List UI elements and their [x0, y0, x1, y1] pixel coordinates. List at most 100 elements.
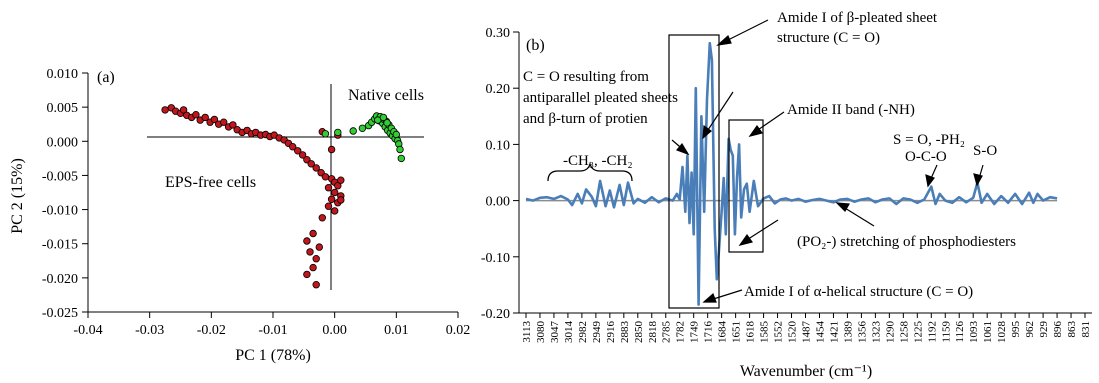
panel-a-x-tick-label: 0.01	[384, 323, 409, 338]
amide-i-box	[668, 34, 720, 309]
eps-free-point	[294, 147, 302, 155]
s-o-ph-annotation: S = O, -PH₂	[893, 132, 965, 148]
amide-ii-arrowhead	[748, 124, 764, 137]
antiparallel-annotation-line2: antiparallel pleated sheets	[523, 90, 678, 106]
panel-b-y-tick-label: 0.30	[486, 26, 511, 41]
panel-a-y-ticks: 0.010 0.005 0.000 -0.005 -0.010 -0.015 -0.020 -…	[42, 67, 88, 321]
eps-free-point	[307, 160, 315, 168]
amide-ii-box	[728, 119, 764, 253]
eps-free-point	[312, 255, 320, 263]
amide-ii-annotation: Amide II band (-NH)	[787, 102, 915, 118]
panel-b-x-tick-label: 1618	[745, 321, 757, 344]
native-point	[358, 124, 367, 132]
eps-free-point	[303, 270, 311, 279]
native-point	[383, 119, 391, 127]
panel-a-y-tick-label: -0.020	[42, 272, 78, 287]
eps-free-point	[318, 214, 326, 222]
panel-b-label: (b)	[526, 37, 545, 54]
eps-free-point	[331, 207, 339, 215]
ch-brace	[547, 161, 633, 182]
panel-a-x-ticks: -0.04 -0.03 -0.02 -0.01 0.00 0.01 0.02	[73, 312, 470, 338]
panel-b-x-tick-label: 1159	[940, 321, 952, 343]
panel-b-x-tick-label: 2982	[577, 321, 589, 343]
eps-free-point	[321, 173, 330, 181]
panel-b-x-tick-label: 831	[1080, 321, 1092, 338]
spectrum-line	[525, 41, 1058, 306]
panel-b-x-tick-label: 1323	[870, 321, 882, 344]
ch-annotation: -CH₃, -CH₂	[563, 153, 633, 169]
eps-free-point	[229, 121, 237, 129]
panel-a-y-tick-label: -0.010	[42, 204, 78, 219]
po2-arrowhead	[835, 202, 850, 212]
panel-b-x-tick-label: 1258	[898, 321, 910, 344]
po2-annotation: (PO₂-) stretching of phosphodiesters	[797, 234, 1016, 250]
s-o-arrowhead	[973, 173, 983, 187]
panel-b-x-tick-label: 1093	[968, 321, 980, 344]
panel-b-x-tick-label: 1290	[884, 321, 896, 344]
panel-b-y-tick-label: -0.20	[481, 307, 510, 322]
panel-b-x-tick-label: 896	[1052, 321, 1064, 338]
panel-b-x-tick-label: 1454	[815, 321, 827, 344]
panel-b-x-tick-label: 2785	[661, 321, 673, 344]
panel-b-x-tick-label: 1061	[982, 321, 994, 343]
panel-a-y-label: PC 2 (15%)	[9, 158, 26, 234]
panel-a-x-tick-label: -0.01	[258, 323, 287, 338]
eps-free-point	[327, 195, 336, 203]
panel-a-y-tick-label: -0.015	[42, 238, 78, 253]
antiparallel-arrowhead	[702, 124, 712, 140]
eps-free-point	[179, 106, 188, 114]
panel-a-y-tick-label: 0.010	[47, 67, 79, 82]
o-c-o-annotation: O-C-O	[905, 149, 947, 165]
panel-b-x-tick-label: 1192	[926, 321, 938, 343]
panel-b-y-tick-label: 0.10	[486, 138, 511, 153]
native-point	[396, 145, 404, 154]
eps-free-cells-annotation: EPS-free cells	[165, 174, 256, 191]
eps-free-point	[334, 181, 342, 190]
panel-a-x-tick-label: -0.04	[73, 323, 102, 338]
panel-a-y-tick-label: 0.005	[47, 101, 79, 116]
native-point	[379, 113, 388, 122]
panel-b-x-tick-label: 1487	[801, 321, 813, 344]
eps-free-point	[315, 243, 323, 251]
amide-ii-lower-arrowhead	[738, 233, 754, 246]
eps-free-point	[312, 281, 320, 289]
alpha-helix-annotation: Amide I of α-helical structure (C = O)	[744, 284, 973, 300]
panel-b-x-tick-label: 929	[1038, 321, 1050, 338]
panel-b-x-tick-label: 3080	[535, 321, 547, 344]
panel-b-x-tick-label: 1782	[675, 321, 687, 343]
eps-free-point	[210, 115, 219, 124]
panel-a-y-tick-label: 0.000	[47, 135, 79, 150]
panel-a-points	[161, 104, 405, 289]
panel-b-x-tick-label: 962	[1024, 321, 1036, 338]
panel-b-x-tick-label: 1225	[912, 321, 924, 344]
panel-b-x-tick-label: 1651	[731, 321, 743, 343]
panel-b-x-tick-label: 3047	[549, 321, 561, 344]
panel-b-x-tick-label: 1028	[996, 321, 1008, 344]
eps-free-point	[289, 142, 297, 151]
panel-b-x-tick-label: 2916	[605, 321, 617, 344]
eps-free-point	[192, 110, 200, 119]
panel-b-x-tick-label: 1126	[954, 321, 966, 343]
antiparallel-annotation-line3: and β-turn of protien	[523, 111, 648, 127]
panel-b-x-tick-label: 2949	[591, 321, 603, 344]
panel-b-x-tick-label: 863	[1066, 321, 1078, 338]
antiparallel-arrow	[703, 91, 734, 137]
beta-sheet-annotation-line2: structure (C = O)	[777, 30, 880, 46]
panel-b-x-label: Wavenumber (cm⁻¹)	[740, 363, 872, 380]
eps-free-point	[324, 183, 333, 192]
panel-b-x-tick-label: 1520	[787, 321, 799, 344]
panel-a-x-tick-label: 0.02	[446, 323, 471, 338]
native-point	[397, 154, 405, 163]
native-point	[334, 128, 342, 137]
panel-b-x-tick-label: 1356	[856, 321, 868, 344]
panel-b-y-tick-label: 0.20	[486, 82, 511, 97]
panel-b-x-tick-label: 3113	[521, 321, 533, 343]
panel-b-x-tick-label: 2883	[619, 321, 631, 344]
panel-b-y-tick-label: 0.00	[486, 195, 511, 210]
eps-free-point	[337, 196, 345, 204]
panel-b-x-tick-label: 1585	[759, 321, 771, 344]
eps-free-point	[306, 248, 314, 256]
native-cells-annotation: Native cells	[348, 87, 424, 104]
panel-b-x-tick-label: 1421	[829, 321, 841, 343]
